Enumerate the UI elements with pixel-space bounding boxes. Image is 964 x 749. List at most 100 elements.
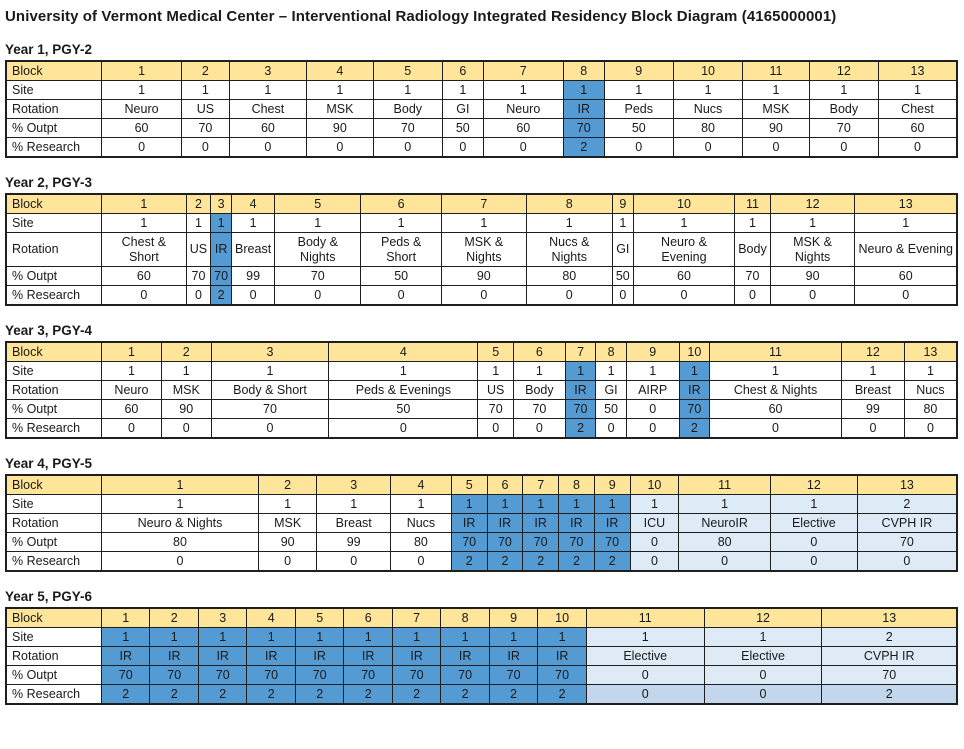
block-header-cell: 13 [856,474,958,495]
rotation-cell: Peds [603,99,674,119]
site-cell: 1 [742,80,810,100]
rotation-cell: Body & Nights [274,232,362,267]
rotation-cell: GI [441,99,484,119]
outpt-cell: 50 [595,399,627,419]
rotation-cell: IR [450,513,488,533]
rotation-cell: Breast [316,513,392,533]
research-cell: 0 [101,285,187,306]
site-cell: 1 [160,361,212,381]
outpt-cell: 70 [274,266,362,286]
year-5-table: Block 1 2 3 4 5 6 7 8 9 10 11 12 13 Site 1 1 1 1 1 1 1 1 1 1 1 1 2 R… [5,607,958,705]
outpt-cell: 60 [878,118,958,138]
block-header-cell: 12 [840,341,905,362]
research-cell: 0 [316,551,392,572]
research-row: % Research 0 0 0 0 0 0 2 0 0 2 0 0 0 [5,418,958,439]
block-header-cell: 4 [306,60,374,81]
block-header-cell: 5 [477,341,514,362]
site-cell: 1 [257,494,318,514]
site-cell: 1 [603,80,674,100]
outpt-cell: 60 [101,399,162,419]
rotation-cell: Elective [585,646,705,666]
research-cell: 0 [525,285,613,306]
block-header-cell: 7 [440,193,527,214]
block-header-cell: 6 [360,193,442,214]
rotation-cell: IR [294,646,345,666]
outpt-cell: 70 [149,665,199,685]
outpt-cell: 90 [769,266,856,286]
block-header-cell: 13 [821,607,958,628]
rotation-cell: Neuro [100,99,183,119]
rotation-cell: Nucs [903,380,958,400]
rotation-cell: GI [595,380,627,400]
year-3-table: Block 1 2 3 4 5 6 7 8 9 10 11 12 13 Site 1 1 1 1 1 1 1 1 1 1 1 1 1 R… [5,341,958,439]
site-cell: 1 [522,494,560,514]
rotation-cell: Nucs & Nights [525,232,613,267]
outpt-cell: 70 [808,118,880,138]
rotation-cell: IR [488,646,539,666]
site-cell: 1 [672,80,744,100]
outpt-cell: 70 [246,665,296,685]
site-cell: 1 [625,361,680,381]
research-cell: 0 [585,684,705,705]
row-label: % Research [5,551,102,572]
research-cell: 0 [769,285,856,306]
research-cell: 0 [854,285,958,306]
research-cell: 0 [625,418,680,439]
block-header-cell: 3 [210,341,330,362]
site-cell: 1 [440,627,490,647]
block-header-cell: 12 [769,474,858,495]
outpt-cell: 0 [703,665,823,685]
block-header-cell: 12 [703,607,823,628]
row-label: Block [5,60,102,81]
block-header-cell: 5 [274,193,362,214]
outpt-cell: 50 [360,266,442,286]
rotation-row: Rotation Neuro MSK Body & Short Peds & Eveni… [5,380,958,400]
block-header-cell: 2 [160,341,212,362]
rotation-row: Rotation Chest & Short US IR Breast Body & Ni… [5,232,958,267]
block-header-cell: 2 [185,193,212,214]
outpt-cell: 70 [562,118,605,138]
site-cell: 1 [316,494,392,514]
year-5-heading: Year 5, PGY-6 [5,589,93,604]
research-cell: 0 [595,418,627,439]
outpt-cell: 70 [100,665,151,685]
outpt-cell: 60 [100,118,183,138]
block-header-cell: 13 [878,60,958,81]
block-header-cell: 6 [486,474,524,495]
site-cell: 1 [231,213,276,233]
research-cell: 0 [603,137,674,158]
block-header-row: Block 1 2 3 4 5 6 7 8 9 10 11 12 13 [5,341,958,362]
site-cell: 1 [482,80,564,100]
outpt-row: % Outpt 70 70 70 70 70 70 70 70 70 70 0 0 70 [5,665,958,685]
site-cell: 1 [100,80,183,100]
research-cell: 0 [742,137,810,158]
site-row: Site 1 1 1 1 1 1 1 1 1 1 1 1 1 [5,213,958,233]
year-3-heading: Year 3, PGY-4 [5,323,93,338]
outpt-row: % Outpt 60 90 70 50 70 70 70 50 0 70 60 99 80 [5,399,958,419]
block-header-cell: 9 [603,60,674,81]
outpt-cell: 70 [537,665,587,685]
row-label: Block [5,341,102,362]
outpt-cell: 60 [101,266,187,286]
site-cell: 1 [101,494,259,514]
year-4-table: Block 1 2 3 4 5 6 7 8 9 10 11 12 13 Site 1 1 1 1 1 1 1 1 1 1 1 1 2 R… [5,474,958,572]
research-cell: 2 [564,418,597,439]
rotation-cell: IR [593,513,631,533]
research-cell: 0 [632,285,736,306]
research-cell: 2 [100,684,151,705]
site-cell: 1 [903,361,958,381]
block-header-cell: 1 [100,60,183,81]
research-cell: 2 [486,551,524,572]
site-cell: 1 [709,361,842,381]
block-header-cell: 7 [391,607,442,628]
rotation-cell: Body & Short [210,380,330,400]
rotation-cell: Peds & Short [360,232,442,267]
block-header-cell: 6 [441,60,484,81]
block-header-cell: 12 [808,60,880,81]
rotation-cell: Breast [840,380,905,400]
row-label: % Outpt [5,399,102,419]
outpt-cell: 99 [316,532,392,552]
site-cell: 1 [486,494,524,514]
site-cell: 1 [294,627,345,647]
block-header-cell: 7 [522,474,560,495]
